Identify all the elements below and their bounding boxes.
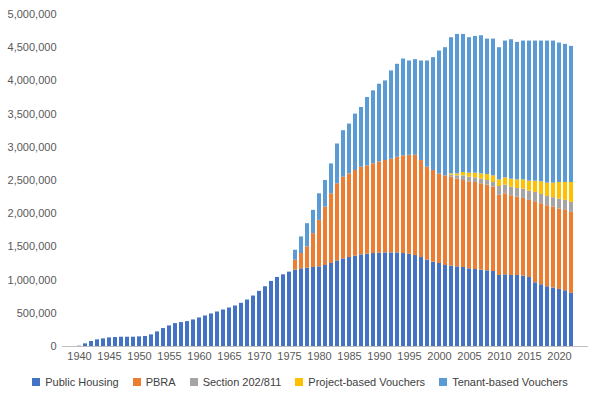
svg-text:2015: 2015 xyxy=(517,350,541,362)
svg-text:1940: 1940 xyxy=(67,350,91,362)
html-text:Project-based Vouchers: Project-based Vouchers xyxy=(308,376,426,388)
svg-text:1960: 1960 xyxy=(187,350,211,362)
svg-text:500,000: 500,000 xyxy=(17,307,57,319)
svg-text:1980: 1980 xyxy=(307,350,331,362)
html-text:Tenant-based Vouchers: Tenant-based Vouchers xyxy=(452,376,568,388)
svg-text:4,000,000: 4,000,000 xyxy=(8,74,57,86)
svg-text:1945: 1945 xyxy=(97,350,121,362)
svg-text:1,000,000: 1,000,000 xyxy=(8,274,57,286)
svg-text:2010: 2010 xyxy=(487,350,511,362)
svg-text:1955: 1955 xyxy=(157,350,181,362)
svg-text:2005: 2005 xyxy=(457,350,481,362)
html-text:PBRA: PBRA xyxy=(145,376,176,388)
svg-text:2,000,000: 2,000,000 xyxy=(8,207,57,219)
svg-text:1985: 1985 xyxy=(337,350,361,362)
svg-text:3,500,000: 3,500,000 xyxy=(8,108,57,120)
svg-text:0: 0 xyxy=(50,340,56,352)
svg-text:2,500,000: 2,500,000 xyxy=(8,174,57,186)
svg-text:1975: 1975 xyxy=(277,350,301,362)
svg-text:1950: 1950 xyxy=(127,350,151,362)
svg-text:3,000,000: 3,000,000 xyxy=(8,141,57,153)
svg-text:1965: 1965 xyxy=(217,350,241,362)
svg-text:1,500,000: 1,500,000 xyxy=(8,240,57,252)
html-text:Section 202/811: Section 202/811 xyxy=(202,376,282,388)
svg-text:1990: 1990 xyxy=(367,350,391,362)
svg-text:5,000,000: 5,000,000 xyxy=(8,8,57,20)
svg-text:2000: 2000 xyxy=(427,350,451,362)
svg-text:1970: 1970 xyxy=(247,350,271,362)
svg-text:2020: 2020 xyxy=(547,350,571,362)
html-text:Public Housing: Public Housing xyxy=(45,376,119,388)
svg-text:4,500,000: 4,500,000 xyxy=(8,41,57,53)
svg-text:1995: 1995 xyxy=(397,350,421,362)
